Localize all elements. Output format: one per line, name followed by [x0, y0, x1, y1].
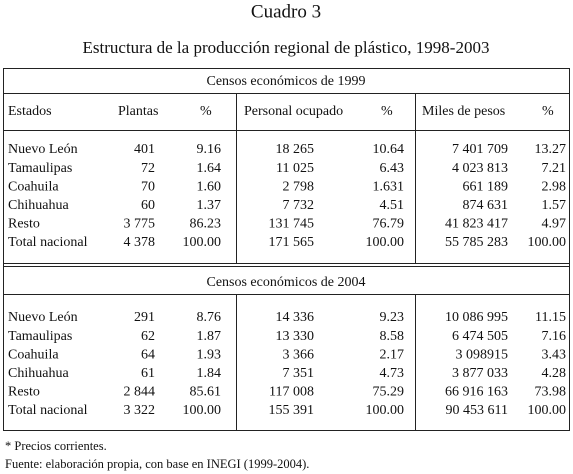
table-cell: 4.73 — [380, 366, 405, 381]
table-cell: 1.87 — [197, 329, 222, 344]
table-cell: 2.98 — [542, 179, 567, 194]
table-cell: 13.27 — [535, 142, 567, 157]
table-cell: 70 — [141, 179, 155, 194]
table-cell: 10.64 — [373, 142, 405, 157]
table-cell: 72 — [141, 161, 155, 176]
table-cell: 2 844 — [124, 385, 156, 400]
table-cell: 4 023 813 — [452, 161, 508, 176]
column-header: Personal ocupado — [244, 104, 343, 119]
table-cell: Total nacional — [8, 235, 88, 250]
table-cell: 73.98 — [535, 385, 567, 400]
table-cell: 64 — [141, 347, 155, 362]
table-cell: Resto — [8, 385, 40, 400]
column-header: Estados — [8, 104, 52, 119]
table-cell: Tamaulipas — [8, 161, 72, 176]
table-cell: 11 025 — [276, 161, 314, 176]
table-cell: 100.00 — [183, 235, 222, 250]
table-cell: 90 453 611 — [446, 403, 508, 418]
table-cell: 131 745 — [269, 217, 315, 232]
table-cell: 11.15 — [535, 310, 566, 325]
table-cell: Nuevo León — [8, 142, 78, 157]
section-title: Censos económicos de 1999 — [206, 74, 365, 89]
table-cell: 4 378 — [124, 235, 156, 250]
table-cell: 8.76 — [197, 310, 222, 325]
table-cell: 7 732 — [283, 198, 315, 213]
title: Cuadro 3 — [251, 1, 321, 22]
table-cell: 14 336 — [276, 310, 315, 325]
column-header: Plantas — [118, 104, 158, 119]
table-cell: 1.93 — [197, 347, 222, 362]
table-cell: 1.37 — [197, 198, 222, 213]
table-cell: 2 798 — [283, 179, 315, 194]
table-cell: 7.16 — [542, 329, 567, 344]
table-cell: 117 008 — [269, 385, 314, 400]
table-cell: 66 916 163 — [445, 385, 508, 400]
table-cell: 874 631 — [463, 198, 509, 213]
table-cell: 86.23 — [190, 217, 222, 232]
table-cell: Coahuila — [8, 347, 59, 362]
table-cell: 100.00 — [528, 235, 567, 250]
table-cell: Chihuahua — [8, 366, 69, 381]
footnote: * Precios corrientes. — [5, 439, 107, 453]
table-cell: 8.58 — [380, 329, 405, 344]
table-cell: Chihuahua — [8, 198, 69, 213]
table-cell: 3 775 — [124, 217, 156, 232]
table-cell: 10 086 995 — [445, 310, 508, 325]
table-cell: 100.00 — [366, 403, 405, 418]
table-cell: 6.43 — [380, 161, 405, 176]
table-cell: 76.79 — [373, 217, 405, 232]
table-cell: 7 351 — [283, 366, 315, 381]
table-cell: 3 366 — [283, 347, 315, 362]
table-cell: 155 391 — [269, 403, 315, 418]
table-cell: Tamaulipas — [8, 329, 72, 344]
table-cell: 9.16 — [197, 142, 222, 157]
table-cell: 3.43 — [542, 347, 567, 362]
table-cell: 4.97 — [542, 217, 567, 232]
table-cell: 171 565 — [269, 235, 315, 250]
table-cell: 55 785 283 — [445, 235, 508, 250]
table-cell: 1.60 — [197, 179, 222, 194]
table-cell: 100.00 — [528, 403, 567, 418]
table-cell: 3 098915 — [456, 347, 509, 362]
table-cell: 85.61 — [190, 385, 222, 400]
table-cell: 3 877 033 — [452, 366, 508, 381]
table-cell: 6 474 505 — [452, 329, 508, 344]
table-cell: 4.51 — [380, 198, 405, 213]
table-cell: 41 823 417 — [445, 217, 508, 232]
table-cell: Nuevo León — [8, 310, 78, 325]
table-cell: 62 — [141, 329, 155, 344]
table-cell: 75.29 — [373, 385, 405, 400]
column-header: % — [542, 104, 554, 119]
table-cell: 401 — [134, 142, 155, 157]
table-cell: Resto — [8, 217, 40, 232]
column-header: Miles de pesos — [422, 104, 505, 119]
table-cell: 60 — [141, 198, 155, 213]
table-cell: 13 330 — [276, 329, 315, 344]
table-cell: Coahuila — [8, 179, 59, 194]
table-cell: 2.17 — [380, 347, 405, 362]
table-cell: 100.00 — [366, 235, 405, 250]
table-cell: 9.23 — [380, 310, 405, 325]
table-cell: 18 265 — [276, 142, 315, 157]
table-cell: 4.28 — [542, 366, 567, 381]
section-title: Censos económicos de 2004 — [206, 275, 365, 290]
column-header: % — [200, 104, 212, 119]
table-cell: 1.631 — [373, 179, 405, 194]
table-cell: 661 189 — [463, 179, 509, 194]
table-cell: Total nacional — [8, 403, 88, 418]
subtitle: Estructura de la producción regional de … — [83, 38, 490, 57]
table-cell: 3 322 — [124, 403, 156, 418]
table-cell: 7 401 709 — [452, 142, 508, 157]
column-header: % — [381, 104, 393, 119]
table-cell: 100.00 — [183, 403, 222, 418]
table-cell: 1.64 — [197, 161, 222, 176]
table-cell: 291 — [134, 310, 155, 325]
table-cell: 1.84 — [197, 366, 222, 381]
table-cell: 61 — [141, 366, 155, 381]
footnote: Fuente: elaboración propia, con base en … — [5, 457, 309, 471]
table-cell: 7.21 — [542, 161, 567, 176]
table-border — [3, 68, 570, 431]
table-cell: 1.57 — [542, 198, 567, 213]
